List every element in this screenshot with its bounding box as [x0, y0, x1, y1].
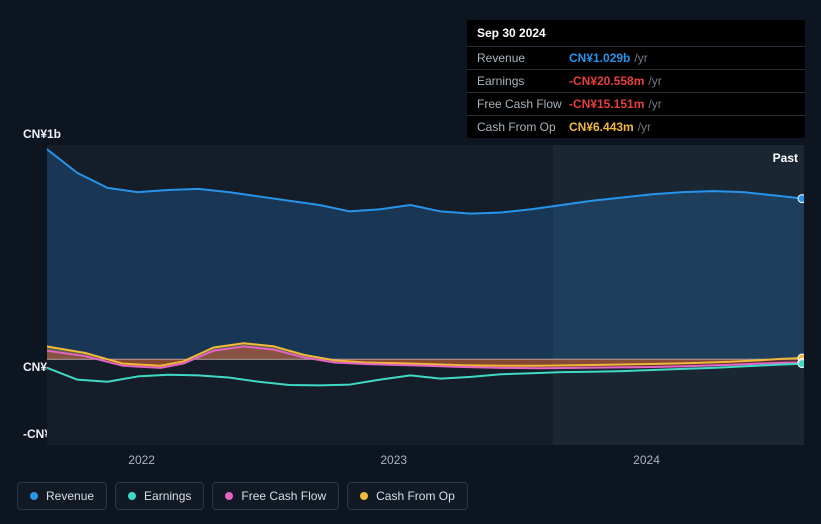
- tooltip-value: CN¥1.029b: [569, 51, 630, 65]
- legend-item-earnings[interactable]: Earnings: [115, 482, 204, 510]
- financials-chart: CN¥1b CN¥0 -CN¥400m Past 2022 2023 2024: [17, 120, 804, 450]
- chart-plot-area[interactable]: Past: [47, 145, 804, 445]
- tooltip-label: Free Cash Flow: [477, 97, 569, 111]
- x-axis-label-2022: 2022: [128, 453, 155, 467]
- tooltip-row-fcf: Free Cash Flow -CN¥15.151m /yr: [467, 92, 805, 115]
- legend-dot-icon: [30, 492, 38, 500]
- x-axis-label-2024: 2024: [633, 453, 660, 467]
- tooltip-row-revenue: Revenue CN¥1.029b /yr: [467, 46, 805, 69]
- tooltip-label: Earnings: [477, 74, 569, 88]
- legend-item-revenue[interactable]: Revenue: [17, 482, 107, 510]
- tooltip-value: -CN¥20.558m: [569, 74, 644, 88]
- chart-legend: Revenue Earnings Free Cash Flow Cash Fro…: [17, 482, 468, 510]
- legend-dot-icon: [128, 492, 136, 500]
- legend-label: Earnings: [144, 489, 191, 503]
- legend-label: Revenue: [46, 489, 94, 503]
- tooltip-unit: /yr: [634, 51, 647, 65]
- legend-item-cfo[interactable]: Cash From Op: [347, 482, 468, 510]
- tooltip-label: Revenue: [477, 51, 569, 65]
- tooltip-unit: /yr: [648, 97, 661, 111]
- past-period-label: Past: [773, 151, 798, 165]
- legend-label: Cash From Op: [376, 489, 455, 503]
- x-axis-label-2023: 2023: [380, 453, 407, 467]
- legend-dot-icon: [225, 492, 233, 500]
- tooltip-date: Sep 30 2024: [467, 20, 805, 46]
- legend-label: Free Cash Flow: [241, 489, 326, 503]
- legend-dot-icon: [360, 492, 368, 500]
- tooltip-row-earnings: Earnings -CN¥20.558m /yr: [467, 69, 805, 92]
- legend-item-fcf[interactable]: Free Cash Flow: [212, 482, 339, 510]
- chart-svg: [47, 145, 804, 445]
- tooltip-unit: /yr: [648, 74, 661, 88]
- y-axis-top-label: CN¥1b: [23, 127, 61, 141]
- tooltip-value: -CN¥15.151m: [569, 97, 644, 111]
